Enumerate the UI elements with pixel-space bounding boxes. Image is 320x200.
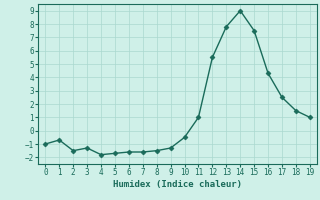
X-axis label: Humidex (Indice chaleur): Humidex (Indice chaleur) — [113, 180, 242, 189]
